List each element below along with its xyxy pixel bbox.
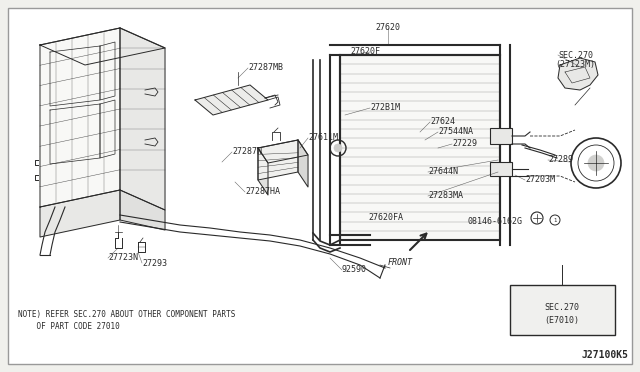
Text: (E7010): (E7010) bbox=[545, 315, 579, 324]
Text: 1: 1 bbox=[553, 218, 557, 222]
Text: 27620FA: 27620FA bbox=[368, 214, 403, 222]
Text: 27283MA: 27283MA bbox=[428, 192, 463, 201]
Text: 27644N: 27644N bbox=[428, 167, 458, 176]
Text: SEC.270: SEC.270 bbox=[545, 302, 579, 311]
Text: J27100K5: J27100K5 bbox=[581, 350, 628, 360]
Polygon shape bbox=[40, 28, 165, 65]
Text: 27620F: 27620F bbox=[350, 48, 380, 57]
Polygon shape bbox=[298, 140, 308, 187]
Bar bbox=[510, 285, 615, 335]
Text: 08146-6162G: 08146-6162G bbox=[468, 218, 523, 227]
Text: 27203M: 27203M bbox=[525, 176, 555, 185]
Text: 27287N: 27287N bbox=[232, 148, 262, 157]
Bar bbox=[340, 55, 500, 240]
Text: FRONT: FRONT bbox=[387, 258, 413, 267]
Text: 92590: 92590 bbox=[342, 266, 367, 275]
Bar bbox=[490, 162, 512, 176]
Text: NOTE) REFER SEC.270 ABOUT OTHER COMPONENT PARTS: NOTE) REFER SEC.270 ABOUT OTHER COMPONEN… bbox=[18, 310, 236, 319]
Text: 27287HA: 27287HA bbox=[245, 187, 280, 196]
Circle shape bbox=[334, 144, 342, 152]
Polygon shape bbox=[258, 140, 308, 163]
Text: 272B1M: 272B1M bbox=[370, 103, 400, 112]
Polygon shape bbox=[40, 28, 120, 207]
Polygon shape bbox=[120, 28, 165, 210]
Polygon shape bbox=[40, 190, 120, 237]
Polygon shape bbox=[258, 148, 268, 195]
Text: 27289: 27289 bbox=[548, 155, 573, 164]
Text: (27123M): (27123M) bbox=[555, 61, 595, 70]
Circle shape bbox=[588, 155, 604, 171]
Bar bbox=[490, 128, 512, 144]
Text: 27293: 27293 bbox=[142, 259, 167, 267]
Polygon shape bbox=[120, 190, 165, 230]
Text: OF PART CODE 27010: OF PART CODE 27010 bbox=[18, 322, 120, 331]
Polygon shape bbox=[558, 58, 598, 90]
Polygon shape bbox=[258, 140, 298, 180]
Text: 27611M: 27611M bbox=[308, 134, 338, 142]
Text: 27723N: 27723N bbox=[108, 253, 138, 263]
Text: 27620: 27620 bbox=[376, 23, 401, 32]
Polygon shape bbox=[195, 85, 268, 115]
Text: SEC.270: SEC.270 bbox=[558, 51, 593, 60]
Text: 27544NA: 27544NA bbox=[438, 128, 473, 137]
Text: 27287MB: 27287MB bbox=[248, 64, 283, 73]
Text: 27229: 27229 bbox=[452, 140, 477, 148]
Text: 27624: 27624 bbox=[430, 118, 455, 126]
